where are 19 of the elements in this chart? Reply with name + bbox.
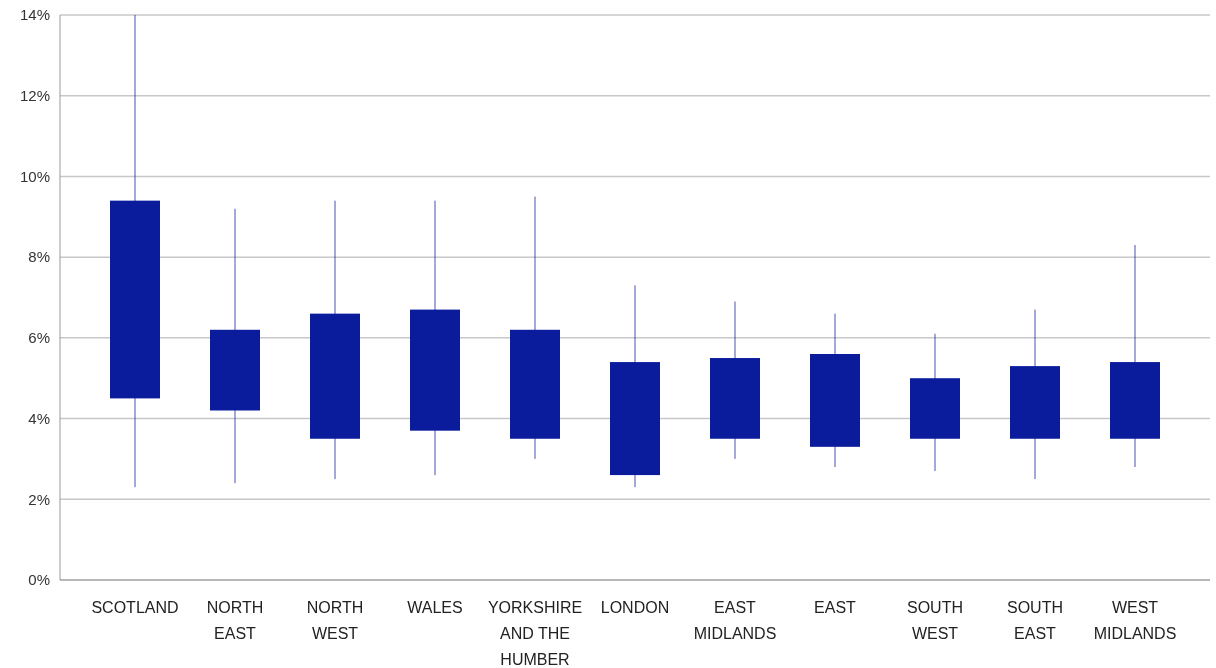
y-tick-label: 4% bbox=[28, 409, 50, 427]
x-tick-label: EAST bbox=[814, 599, 857, 616]
x-tick-label: SCOTLAND bbox=[91, 599, 179, 616]
x-tick-label: NORTH WEST bbox=[306, 599, 364, 642]
y-tick-label: 0% bbox=[28, 571, 50, 589]
x-tick-label: SOUTH EAST bbox=[1007, 599, 1063, 642]
y-tick-label: 12% bbox=[19, 86, 50, 104]
x-tick-label: NORTH EAST bbox=[206, 599, 264, 642]
y-tick-label: 6% bbox=[28, 329, 50, 347]
y-tick-label: 10% bbox=[19, 167, 50, 185]
y-tick-label: 8% bbox=[28, 248, 50, 266]
y-tick-label: 14% bbox=[19, 6, 50, 24]
x-tick-label: WEST MIDLANDS bbox=[1093, 599, 1177, 642]
x-tick-label: WALES bbox=[407, 599, 463, 616]
x-tick-label: SOUTH WEST bbox=[907, 599, 963, 642]
x-tick-label: EAST MIDLANDS bbox=[693, 599, 777, 642]
x-tick-label: LONDON bbox=[600, 599, 670, 616]
x-tick-label: YORKSHIRE AND THE HUMBER bbox=[487, 599, 583, 668]
y-tick-label: 2% bbox=[28, 490, 50, 508]
